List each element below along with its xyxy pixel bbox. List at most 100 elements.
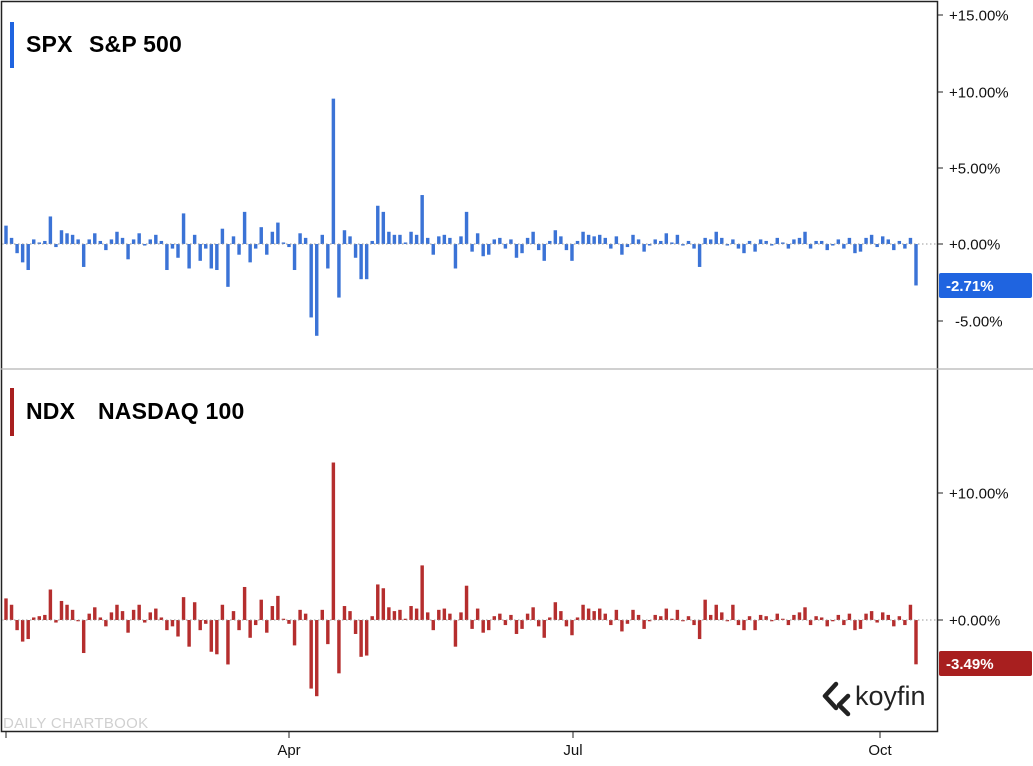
spx-last-value-label: -2.71%: [946, 278, 994, 295]
y-tick-label: +10.00%: [949, 85, 1009, 102]
ndx-bar: [614, 609, 619, 620]
spx-bar: [143, 244, 147, 246]
spx-bar: [442, 234, 447, 244]
ndx-bar: [459, 612, 463, 620]
spx-bar: [192, 234, 197, 244]
spx-bar: [553, 230, 558, 244]
ndx-bar: [448, 613, 452, 620]
spx-bar: [609, 244, 613, 249]
spx-bars: [4, 98, 918, 336]
spx-bar: [32, 239, 36, 244]
ndx-bar: [259, 599, 263, 620]
spx-bar: [37, 242, 42, 244]
ndx-title: NASDAQ 100: [98, 398, 244, 424]
spx-bar: [54, 244, 58, 248]
ndx-bar: [592, 611, 596, 620]
ndx-bar: [542, 620, 546, 638]
ndx-bar: [897, 616, 902, 620]
spx-bar: [503, 244, 508, 249]
spx-bar: [481, 244, 485, 257]
spx-bar: [653, 239, 657, 244]
ndx-bar: [753, 620, 757, 631]
spx-bar: [437, 236, 441, 244]
spx-bar: [420, 195, 424, 244]
spx-bar: [320, 234, 324, 244]
ndx-bar: [137, 604, 141, 620]
spx-bar: [659, 240, 663, 244]
spx-bar: [575, 240, 580, 244]
spx-bar: [326, 244, 330, 269]
ndx-bar: [908, 604, 913, 620]
spx-bar: [376, 205, 380, 244]
ndx-bar: [847, 613, 852, 620]
spx-bar: [126, 244, 130, 260]
spx-bar: [81, 244, 86, 267]
spx-bar: [226, 244, 230, 287]
ndx-bar: [109, 612, 114, 620]
ndx-bar: [825, 620, 829, 627]
ndx-bar: [731, 604, 735, 620]
ndx-bar: [292, 620, 297, 646]
spx-bar: [353, 244, 358, 258]
ndx-bar: [376, 584, 380, 620]
spx-bar: [104, 244, 108, 251]
spx-bar: [636, 239, 641, 244]
spx-bar: [831, 244, 835, 246]
spx-bar: [681, 244, 685, 246]
ndx-bar: [670, 618, 674, 620]
spx-bar: [370, 240, 374, 244]
spx-bar: [392, 234, 397, 244]
y-tick-label: +0.00%: [949, 237, 1000, 254]
ndx-bar: [309, 620, 313, 689]
koyfin-logo-icon: [822, 681, 851, 717]
spx-bar: [675, 234, 680, 244]
spx-bar: [431, 244, 435, 255]
ndx-bar: [736, 620, 741, 626]
ndx-last-value-label: -3.49%: [946, 656, 994, 673]
spx-bar: [348, 236, 352, 244]
spx-bar: [70, 234, 75, 244]
spx-bar: [309, 244, 313, 318]
ndx-bar: [198, 620, 202, 631]
ndx-bar: [814, 616, 818, 620]
ndx-bar: [842, 620, 846, 626]
spx-bar: [487, 244, 491, 255]
ndx-bar: [664, 608, 669, 620]
spx-bar: [475, 233, 480, 244]
ndx-bar: [803, 607, 807, 620]
ndx-bar: [364, 620, 369, 656]
spx-bar: [903, 244, 907, 249]
spx-bar: [498, 237, 502, 244]
ndx-bar: [642, 620, 646, 629]
ndx-bar: [281, 618, 286, 620]
ndx-bar: [15, 620, 19, 631]
ndx-bar: [609, 620, 613, 626]
spx-bar: [154, 234, 158, 244]
spx-bar: [337, 244, 341, 298]
y-tick-label: +15.00%: [949, 8, 1009, 25]
spx-bar: [409, 231, 413, 244]
spx-bar: [298, 233, 302, 244]
spx-bar: [198, 244, 202, 261]
ndx-bar: [475, 608, 480, 620]
ndx-bar: [808, 620, 813, 626]
ndx-bar: [409, 606, 413, 620]
ndx-bar: [509, 614, 513, 620]
ndx-bar: [331, 462, 336, 620]
ndx-bar: [98, 617, 103, 620]
ndx-bar: [531, 607, 535, 620]
spx-bar: [287, 244, 291, 248]
spx-bar: [686, 240, 691, 244]
ndx-bar: [287, 620, 291, 624]
spx-bar: [120, 237, 125, 244]
spx-bar: [98, 240, 103, 244]
spx-bar: [842, 244, 846, 249]
ndx-bar: [742, 620, 746, 631]
spx-bar: [520, 244, 524, 254]
ndx-bar: [337, 620, 341, 674]
watermark: DAILY CHARTBOOK: [3, 715, 148, 732]
ndx-bar: [104, 620, 108, 627]
spx-bar: [259, 227, 263, 244]
ndx-bar: [453, 620, 458, 647]
ndx-bar: [892, 620, 896, 627]
